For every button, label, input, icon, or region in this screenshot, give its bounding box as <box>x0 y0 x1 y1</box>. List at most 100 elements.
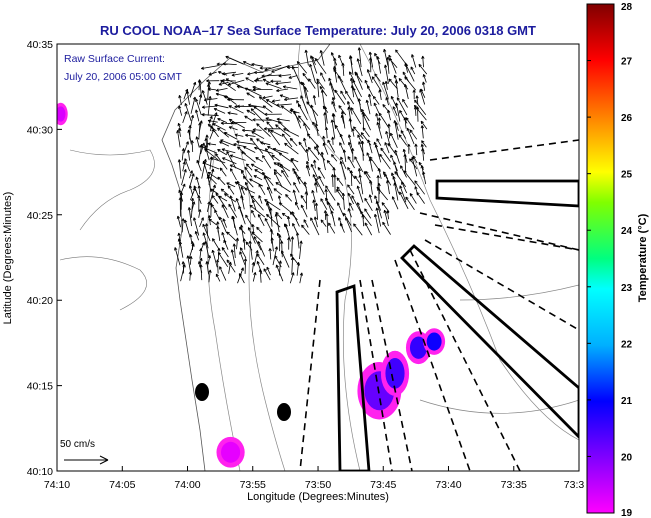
current-vector <box>270 79 282 83</box>
current-vector <box>211 249 218 268</box>
current-vector <box>177 127 182 137</box>
current-vector <box>228 126 238 131</box>
current-vector <box>265 148 275 161</box>
current-vector <box>258 96 273 108</box>
current-vector <box>421 148 425 161</box>
current-vector <box>394 80 399 98</box>
current-vector <box>242 238 246 250</box>
current-vector <box>379 153 391 170</box>
current-vector <box>262 154 272 169</box>
coastline <box>59 256 147 311</box>
current-vector <box>231 215 238 236</box>
current-vector <box>215 259 220 274</box>
current-vector <box>246 92 255 98</box>
current-vector <box>295 232 300 249</box>
current-vector <box>251 131 265 140</box>
current-vector <box>204 241 210 258</box>
current-vector <box>356 58 363 77</box>
current-vector <box>208 71 217 76</box>
current-vector <box>331 112 336 129</box>
current-vector <box>377 167 382 179</box>
current-vector <box>228 118 245 129</box>
current-vector <box>278 234 282 252</box>
current-vector <box>385 97 389 106</box>
current-vector <box>381 202 390 213</box>
current-vector <box>403 170 416 186</box>
current-vector <box>184 219 190 236</box>
current-vector <box>202 223 211 242</box>
current-vector <box>251 195 264 211</box>
current-vector <box>315 144 320 155</box>
current-vector <box>278 152 291 162</box>
current-vector <box>390 95 398 108</box>
current-vector <box>284 142 299 155</box>
current-vector <box>283 128 300 137</box>
current-vector <box>238 205 246 225</box>
current-vector <box>352 79 362 98</box>
colorbar-tick-label: 20 <box>621 452 633 463</box>
current-vector <box>299 272 303 284</box>
current-vector <box>263 127 281 131</box>
current-vector <box>225 78 244 89</box>
current-vector <box>399 185 407 203</box>
current-vector <box>298 141 307 153</box>
current-vector <box>234 133 244 137</box>
current-vector <box>251 231 263 243</box>
current-vector <box>242 175 254 188</box>
current-vector <box>247 72 256 76</box>
current-vector <box>399 191 409 209</box>
current-vector <box>178 105 183 116</box>
current-vector <box>220 188 229 196</box>
current-vector <box>393 120 399 140</box>
current-vector <box>398 78 409 90</box>
current-vector <box>176 130 181 148</box>
current-vector <box>302 72 310 82</box>
current-vector <box>317 166 326 179</box>
current-vector <box>386 56 390 74</box>
current-vector <box>221 232 227 244</box>
current-vector <box>310 163 319 180</box>
current-vector <box>241 128 256 133</box>
current-vector <box>384 64 389 84</box>
current-vector <box>331 101 337 113</box>
annotation-timestamp: July 20, 2006 05:00 GMT <box>64 71 182 83</box>
current-vector <box>207 142 217 146</box>
current-vector <box>324 189 328 204</box>
current-vector <box>377 117 382 129</box>
current-vector <box>198 209 202 218</box>
current-vector <box>276 103 292 107</box>
current-vector <box>217 118 228 123</box>
current-vector <box>222 218 227 228</box>
current-vector <box>208 218 218 226</box>
current-vector <box>177 159 182 179</box>
current-vector <box>176 215 181 228</box>
current-vector <box>391 196 399 210</box>
current-vector <box>312 95 317 105</box>
current-vector <box>364 222 373 236</box>
current-vector <box>414 143 418 156</box>
current-vector <box>260 141 271 146</box>
current-vector <box>187 207 192 227</box>
current-vector <box>214 209 221 221</box>
current-vector <box>345 90 355 105</box>
current-vector <box>223 132 237 140</box>
current-vector <box>257 241 266 257</box>
y-tick-label: 40:10 <box>27 466 53 478</box>
current-vector <box>394 171 407 188</box>
current-vector <box>304 191 308 210</box>
current-vector <box>266 266 271 276</box>
chart-title: RU COOL NOAA–17 Sea Surface Temperature:… <box>100 23 536 38</box>
current-vector <box>388 54 397 74</box>
colorbar-tick-label: 28 <box>621 2 633 13</box>
current-vector <box>251 63 263 67</box>
current-vector <box>380 147 391 162</box>
current-vector <box>228 203 238 218</box>
current-vector <box>200 142 205 155</box>
current-vector <box>244 187 256 194</box>
current-vector <box>245 77 254 83</box>
current-vector <box>388 78 398 90</box>
current-vector <box>253 106 265 115</box>
current-vector <box>376 138 382 146</box>
current-vector <box>303 86 310 106</box>
current-vector <box>398 134 408 146</box>
